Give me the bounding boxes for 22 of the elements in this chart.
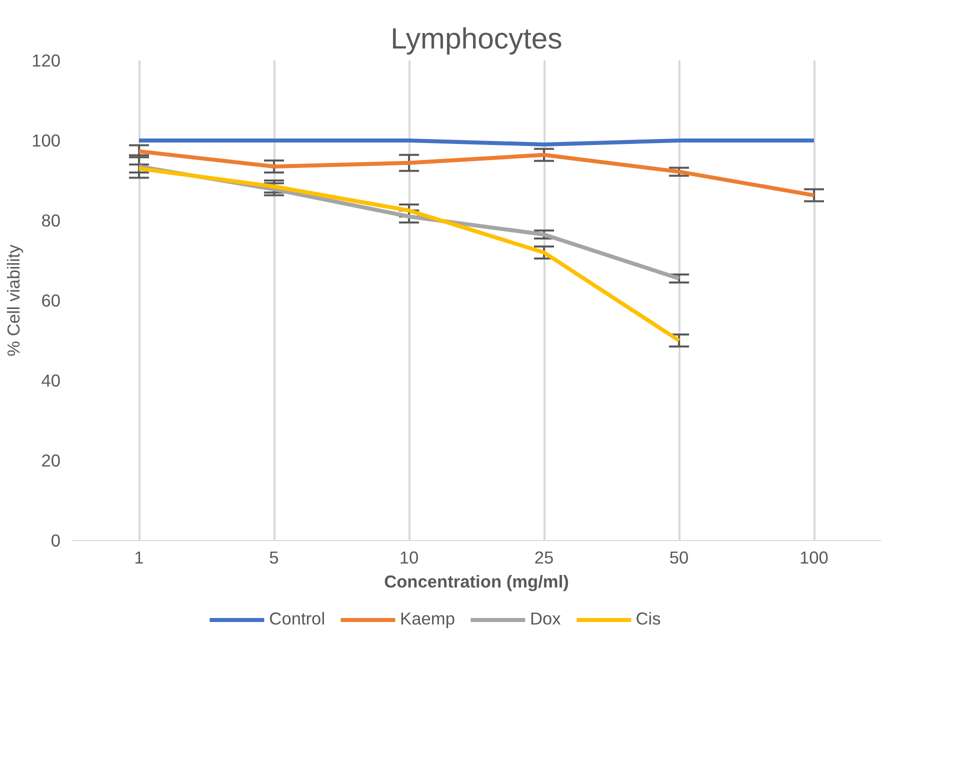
- legend-label: Control: [269, 608, 326, 630]
- legend-label: Dox: [530, 608, 561, 630]
- legend-label: Cis: [636, 608, 661, 630]
- y-tick-label: 60: [41, 290, 61, 310]
- chart-title: Lymphocytes: [390, 22, 562, 56]
- x-tick-label: 1: [134, 548, 144, 568]
- y-tick-label: 40: [41, 370, 61, 390]
- x-tick-label: 100: [800, 548, 828, 568]
- y-tick-label: 100: [32, 130, 61, 150]
- y-tick-label: 120: [32, 50, 61, 70]
- line-series: [137, 166, 681, 342]
- x-axis-title: Concentration (mg/ml): [384, 572, 569, 592]
- y-axis-title: % Cell viability: [4, 244, 24, 356]
- x-tick-label: 5: [269, 548, 279, 568]
- x-tick-label: 25: [534, 548, 554, 568]
- y-tick-label: 80: [41, 210, 61, 230]
- legend-label: Kaemp: [400, 608, 455, 630]
- y-tick-label: 0: [50, 530, 61, 550]
- line-series: [137, 149, 816, 198]
- x-tick-label: 50: [669, 548, 689, 568]
- x-tick-label: 10: [399, 548, 419, 568]
- y-tick-label: 20: [41, 450, 61, 470]
